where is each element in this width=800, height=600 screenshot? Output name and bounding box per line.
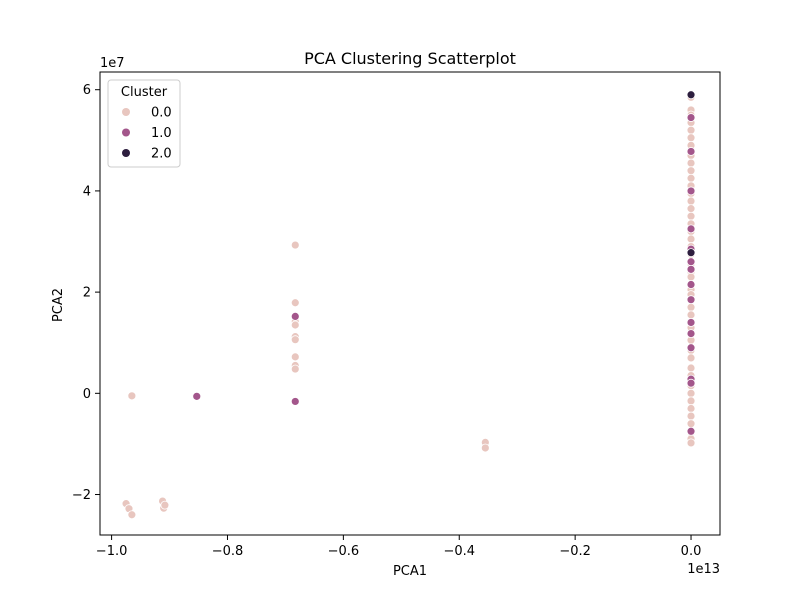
series-1.0: [192, 113, 696, 436]
data-point: [686, 204, 696, 214]
data-point: [686, 147, 696, 156]
data-point: [686, 302, 696, 312]
data-point: [290, 364, 300, 374]
data-point: [480, 443, 490, 453]
y-tick-label: 6: [83, 83, 91, 98]
data-point: [127, 391, 137, 401]
data-point: [686, 234, 696, 244]
y-axis-multiplier: 1e7: [100, 56, 125, 71]
data-point: [686, 166, 696, 176]
data-point: [686, 196, 696, 206]
chart-title: PCA Clustering Scatterplot: [304, 49, 516, 68]
data-point: [686, 280, 696, 289]
data-point: [686, 404, 696, 413]
data-point: [686, 133, 696, 143]
plot-area-frame: [99, 71, 721, 536]
data-point: [686, 211, 696, 221]
y-tick-label: 2: [83, 286, 91, 301]
legend-title: Cluster: [121, 85, 168, 100]
x-axis-label: PCA1: [393, 564, 427, 579]
data-point: [686, 173, 696, 183]
legend: Cluster 0.0 1.0 2.0: [107, 79, 181, 168]
data-point: [686, 113, 696, 122]
x-axis-multiplier: 1e13: [687, 562, 720, 577]
data-point: [686, 343, 696, 353]
legend-label: 0.0: [151, 106, 172, 121]
y-tick-label: −2: [72, 488, 91, 503]
data-point: [290, 397, 300, 406]
data-point: [290, 240, 300, 250]
data-point: [686, 353, 696, 363]
data-point: [192, 391, 202, 401]
x-tick-label: −0.6: [328, 544, 360, 559]
legend-items: 0.0 1.0 2.0: [122, 106, 172, 162]
data-point: [686, 363, 696, 373]
series-2.0: [686, 90, 696, 258]
data-point: [160, 500, 170, 510]
x-tick-label: −0.8: [212, 544, 244, 559]
legend-label: 1.0: [151, 126, 172, 141]
x-tick-label: 0.0: [681, 544, 702, 559]
data-point: [686, 158, 696, 168]
y-ticks-layer: −2 0 2 4 6: [72, 83, 100, 503]
data-point: [686, 419, 696, 429]
legend-box: [107, 79, 181, 168]
data-point: [290, 312, 300, 321]
data-point: [127, 510, 137, 520]
y-axis-label: PCA2: [51, 288, 66, 322]
data-point: [290, 352, 300, 362]
x-tick-label: −0.2: [559, 544, 591, 559]
data-point: [686, 248, 696, 258]
data-point: [686, 264, 696, 274]
data-point: [686, 438, 696, 448]
y-tick-label: 4: [83, 184, 91, 199]
data-point: [686, 224, 696, 234]
legend-marker: [122, 128, 130, 137]
data-point: [290, 335, 300, 345]
data-point: [686, 186, 696, 196]
data-point: [290, 298, 300, 308]
data-point: [686, 310, 696, 320]
x-tick-label: −1.0: [96, 544, 128, 559]
data-point: [290, 320, 300, 330]
data-point: [686, 329, 696, 339]
data-point: [686, 388, 696, 398]
data-point: [686, 90, 696, 100]
legend-marker: [122, 149, 130, 157]
data-point: [686, 396, 696, 406]
data-point: [686, 411, 696, 421]
data-point: [686, 318, 696, 327]
x-tick-label: −0.4: [443, 544, 475, 559]
x-ticks-layer: −1.0 −0.8 −0.6 −0.4 −0.2 0.0: [96, 535, 702, 559]
data-point: [686, 295, 696, 305]
data-point: [686, 125, 696, 135]
points-layer: [121, 90, 696, 520]
y-tick-label: 0: [83, 387, 91, 402]
legend-label: 2.0: [151, 147, 172, 162]
data-point: [686, 257, 696, 267]
data-point: [686, 378, 696, 388]
data-point: [686, 426, 696, 436]
data-point: [686, 272, 696, 282]
legend-marker: [122, 108, 130, 116]
